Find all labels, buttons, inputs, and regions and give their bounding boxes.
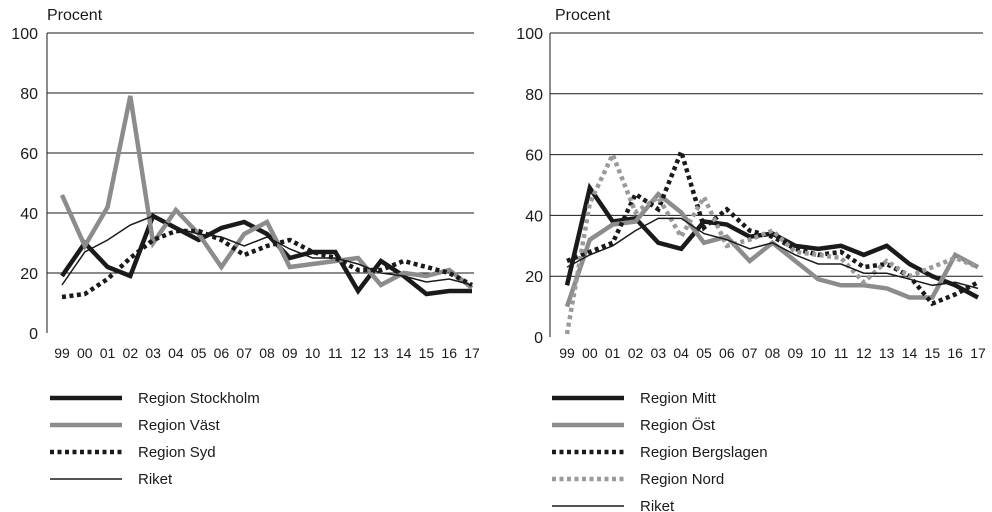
x-tick-label: 99	[559, 345, 575, 361]
y-tick-label: 40	[20, 206, 38, 223]
x-tick-label: 15	[925, 345, 941, 361]
series-line-3	[61, 215, 473, 286]
y-tick-label: 80	[525, 87, 543, 104]
x-tick-label: 06	[719, 345, 735, 361]
x-tick-label: 04	[673, 345, 689, 361]
x-tick-label: 15	[419, 345, 435, 361]
x-tick-label: 06	[214, 345, 230, 361]
x-tick-label: 11	[834, 345, 849, 361]
x-tick-label: 17	[970, 345, 986, 361]
legend-label: Riket	[640, 498, 675, 512]
x-tick-label: 17	[464, 345, 480, 361]
right-chart: Procent 0 20 40 60 80 100 99 00 01 02 03 04 05 06 07 08 0…	[516, 7, 986, 512]
x-tick-label: 13	[373, 345, 389, 361]
x-tick-label: 09	[282, 345, 298, 361]
legend-label: Region Syd	[138, 444, 216, 461]
x-tick-label: 03	[651, 345, 667, 361]
x-tick-label: 02	[123, 345, 139, 361]
x-tick-label: 01	[100, 345, 116, 361]
x-tick-label: 99	[54, 345, 70, 361]
x-tick-label: 11	[328, 345, 343, 361]
y-axis-unit-label: Procent	[555, 7, 611, 24]
x-tick-label: 14	[396, 345, 412, 361]
x-tick-label: 09	[788, 345, 804, 361]
x-tick-label: 16	[441, 345, 457, 361]
x-tick-label: 16	[947, 345, 963, 361]
y-tick-label: 100	[516, 26, 543, 43]
y-tick-label: 20	[20, 266, 38, 283]
x-tick-label: 01	[605, 345, 621, 361]
x-tick-label: 13	[879, 345, 895, 361]
legend-label: Region Mitt	[640, 390, 717, 407]
y-tick-label: 40	[525, 208, 543, 225]
x-tick-label: 10	[810, 345, 826, 361]
series-line-1	[59, 95, 474, 290]
left-chart: Procent 0 20 40 60 80 100 99 00 01 02 03 04 05 06 07 08 0…	[11, 7, 480, 488]
x-tick-label: 05	[696, 345, 712, 361]
legend-label: Riket	[138, 471, 173, 488]
x-tick-label: 02	[628, 345, 644, 361]
x-tick-label: 00	[582, 345, 598, 361]
y-axis-unit-label: Procent	[47, 7, 103, 24]
x-tick-label: 04	[168, 345, 184, 361]
x-tick-label: 12	[856, 345, 872, 361]
series-line-2	[61, 228, 474, 300]
legend-label: Region Stockholm	[138, 390, 260, 407]
x-tick-label: 05	[191, 345, 207, 361]
x-tick-label: 03	[145, 345, 161, 361]
legend-label: Region Öst	[640, 416, 716, 434]
x-tick-label: 12	[350, 345, 366, 361]
y-tick-label: 0	[534, 330, 543, 347]
x-tick-label: 07	[236, 345, 252, 361]
y-tick-label: 20	[525, 269, 543, 286]
x-tick-label: 00	[77, 345, 93, 361]
y-tick-label: 80	[20, 86, 38, 103]
x-tick-label: 10	[305, 345, 321, 361]
y-tick-label: 60	[20, 146, 38, 163]
y-tick-label: 100	[11, 26, 38, 43]
legend-label: Region Bergslagen	[640, 444, 768, 461]
legend-label: Region Nord	[640, 471, 724, 488]
series-line-4	[566, 217, 979, 290]
y-tick-label: 0	[29, 326, 38, 343]
x-tick-label: 08	[259, 345, 275, 361]
series-line-0	[60, 212, 472, 297]
x-tick-label: 14	[902, 345, 918, 361]
x-tick-label: 08	[765, 345, 781, 361]
series-line-3	[564, 148, 979, 335]
x-tick-label: 07	[742, 345, 758, 361]
legend-label: Region Väst	[138, 417, 221, 434]
y-tick-label: 60	[525, 148, 543, 165]
